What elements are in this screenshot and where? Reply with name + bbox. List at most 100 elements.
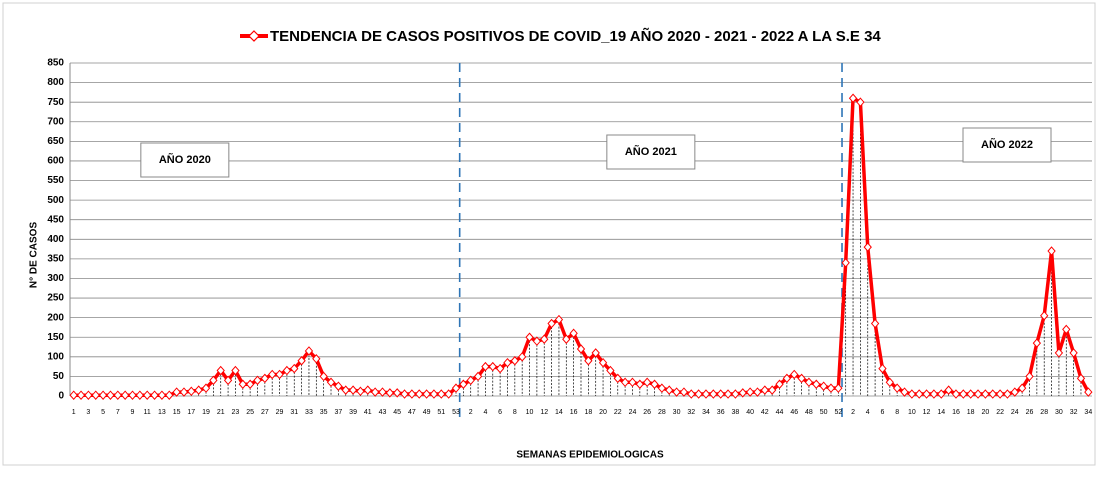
- point-marker: [348, 385, 358, 395]
- x-tick-label: 35: [320, 409, 328, 416]
- annotation-box: [140, 142, 230, 178]
- point-marker: [951, 389, 961, 399]
- point-marker: [76, 390, 86, 400]
- annotation-box: [606, 134, 696, 170]
- x-tick-label: 37: [334, 409, 342, 416]
- x-tick-label: 6: [498, 409, 502, 416]
- point-marker: [892, 383, 902, 393]
- point-marker: [745, 387, 755, 397]
- x-tick-label: 10: [526, 409, 534, 416]
- point-marker: [995, 389, 1005, 399]
- point-marker: [657, 383, 667, 393]
- point-marker: [716, 389, 725, 399]
- x-tick-label: 22: [996, 409, 1004, 416]
- point-marker: [1084, 387, 1093, 397]
- x-tick-label: 30: [673, 409, 681, 416]
- x-axis-title: SEMANAS EPIDEMIOLOGICAS: [516, 450, 664, 461]
- x-tick-label: 24: [1011, 409, 1019, 416]
- x-tick-label: 26: [1026, 409, 1034, 416]
- x-tick-label: 38: [732, 409, 740, 416]
- x-tick-label: 14: [937, 409, 945, 416]
- x-tick-label: 23: [232, 409, 240, 416]
- point-marker: [1017, 383, 1027, 393]
- x-tick-label: 39: [349, 409, 357, 416]
- point-marker: [113, 390, 122, 400]
- x-tick-label: 12: [540, 409, 548, 416]
- x-tick-label: 9: [131, 409, 135, 416]
- point-marker: [393, 388, 402, 398]
- x-tick-label: 10: [908, 409, 916, 416]
- point-marker: [620, 377, 630, 388]
- x-tick-label: 24: [629, 409, 637, 416]
- x-tick-label: 30: [1055, 409, 1063, 416]
- point-marker: [253, 375, 262, 386]
- x-tick-label: 44: [776, 409, 784, 416]
- y-tick-label: 650: [47, 136, 64, 147]
- x-tick-label: 49: [423, 409, 431, 416]
- point-marker: [804, 377, 814, 388]
- point-marker: [429, 389, 439, 399]
- point-marker: [473, 371, 483, 382]
- point-marker: [187, 386, 196, 397]
- x-tick-label: 34: [1084, 409, 1092, 416]
- point-marker: [290, 363, 299, 374]
- y-tick-label: 400: [47, 234, 64, 245]
- y-tick-label: 250: [47, 293, 64, 304]
- x-tick-label: 22: [614, 409, 622, 416]
- x-tick-label: 32: [687, 409, 695, 416]
- point-marker: [687, 389, 696, 399]
- point-marker: [356, 386, 365, 397]
- y-tick-label: 600: [47, 156, 64, 167]
- point-marker: [216, 365, 225, 376]
- point-marker: [665, 385, 674, 395]
- point-marker: [701, 389, 711, 399]
- point-marker: [304, 346, 314, 356]
- point-marker: [378, 387, 387, 397]
- y-tick-label: 700: [47, 116, 64, 127]
- x-tick-label: 28: [658, 409, 666, 416]
- x-tick-label: 28: [1040, 409, 1048, 416]
- point-marker: [194, 385, 203, 395]
- point-marker: [782, 373, 792, 384]
- point-marker: [532, 336, 542, 346]
- point-marker: [790, 369, 799, 380]
- y-tick-label: 550: [47, 175, 64, 186]
- point-marker: [385, 388, 394, 398]
- x-tick-label: 25: [246, 409, 254, 416]
- point-marker: [334, 381, 343, 391]
- point-marker: [106, 390, 115, 400]
- y-tick-label: 850: [47, 58, 64, 69]
- point-marker: [885, 377, 894, 388]
- point-marker: [341, 385, 350, 395]
- point-marker: [540, 334, 549, 344]
- x-tick-label: 12: [923, 409, 931, 416]
- x-tick-label: 46: [790, 409, 798, 416]
- x-tick-label: 40: [746, 409, 754, 416]
- point-marker: [694, 389, 703, 399]
- point-marker: [268, 369, 277, 380]
- legend-label: TENDENCIA DE CASOS POSITIVOS DE COVID_19…: [270, 27, 881, 45]
- point-marker: [768, 385, 777, 395]
- point-marker: [370, 387, 380, 397]
- point-marker: [562, 334, 571, 344]
- point-marker: [1069, 348, 1078, 358]
- x-tick-label: 5: [101, 409, 105, 416]
- point-marker: [797, 373, 806, 384]
- x-tick-label: 41: [364, 409, 372, 416]
- legend-marker: [248, 30, 260, 42]
- point-marker: [643, 377, 652, 388]
- point-marker: [812, 379, 821, 390]
- point-marker: [84, 390, 93, 400]
- x-tick-label: 52: [834, 409, 842, 416]
- point-marker: [1010, 387, 1019, 397]
- x-tick-label: 21: [217, 409, 225, 416]
- point-marker: [400, 389, 409, 399]
- x-tick-label: 2: [469, 409, 473, 416]
- x-tick-label: 6: [881, 409, 885, 416]
- x-tick-label: 31: [290, 409, 298, 416]
- point-marker: [143, 390, 152, 400]
- point-marker: [120, 390, 130, 400]
- y-tick-label: 0: [58, 391, 64, 402]
- point-marker: [312, 354, 321, 364]
- point-marker: [819, 381, 828, 391]
